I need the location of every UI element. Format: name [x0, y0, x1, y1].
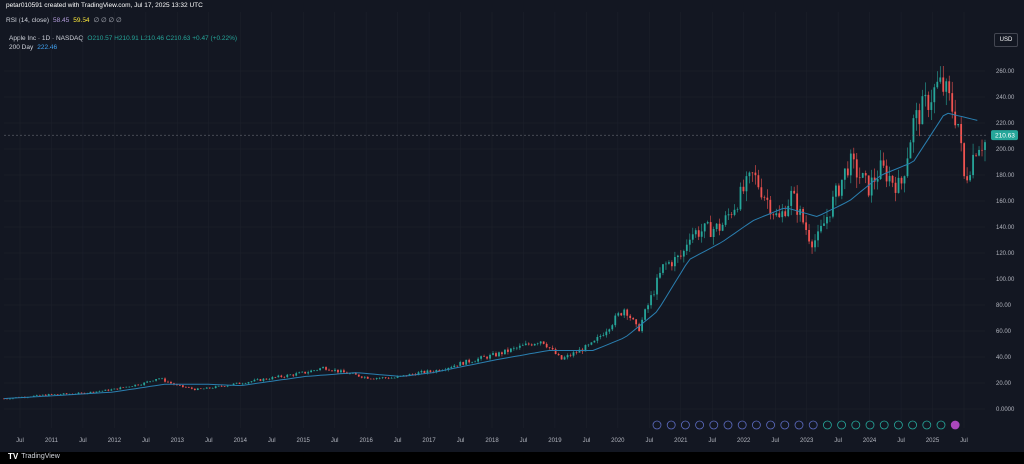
tradingview-logo[interactable]: TV TradingView — [8, 452, 60, 461]
rsi-legend[interactable]: RSI (14, close) 58.45 59.54 ∅ ∅ ∅ ∅ — [6, 16, 122, 25]
currency-button[interactable]: USD — [994, 33, 1018, 47]
ma-value: 222.46 — [37, 44, 58, 51]
rsi-label: RSI (14, close) — [6, 16, 49, 24]
chart-author-caption: petar010591 created with TradingView.com… — [6, 2, 203, 9]
ohlc-values: O210.57 H210.91 L210.46 C210.63 +0.47 (+… — [87, 35, 238, 42]
ma-legend[interactable]: 200 Day 222.46 — [9, 44, 57, 51]
symbol-legend[interactable]: Apple Inc · 1D · NASDAQ O210.57 H210.91 … — [9, 35, 237, 42]
symbol-name: Apple Inc · 1D · NASDAQ — [9, 35, 84, 42]
footer-bar — [0, 452, 1024, 464]
rsi-empty-values: ∅ ∅ ∅ ∅ — [93, 17, 122, 24]
ma-label: 200 Day — [9, 44, 34, 51]
rsi-ma-value: 59.54 — [73, 16, 90, 24]
tv-logo-icon: TV — [8, 452, 19, 461]
brand-text: TradingView — [21, 453, 60, 460]
rsi-value: 58.45 — [53, 16, 70, 24]
